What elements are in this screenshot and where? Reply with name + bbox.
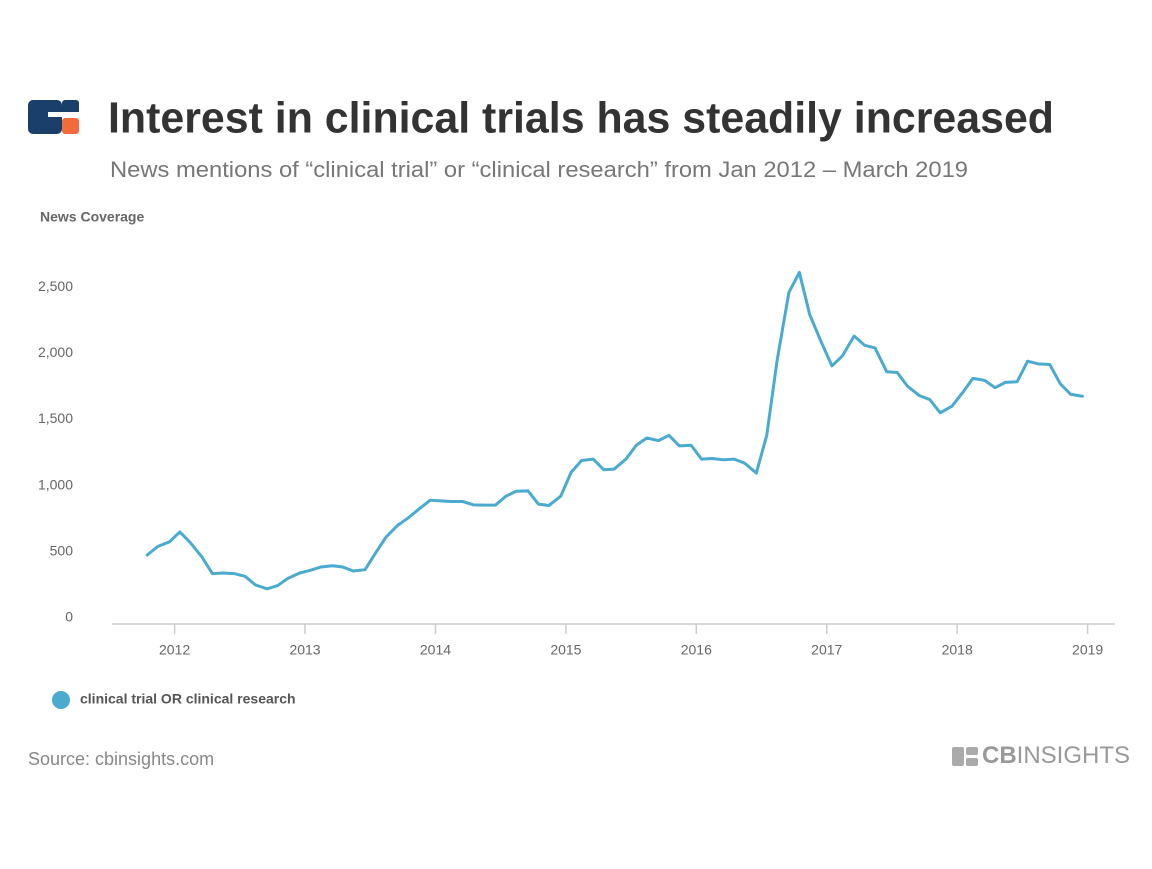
legend-label: clinical trial OR clinical research: [80, 691, 296, 707]
brand-prefix: CB: [982, 742, 1017, 769]
chart-title: Interest in clinical trials has steadily…: [108, 94, 1054, 143]
y-tick-label: 2,000: [38, 344, 73, 360]
y-tick-label: 500: [50, 543, 74, 559]
y-axis-title: News Coverage: [40, 209, 144, 225]
y-tick-label: 2,500: [38, 278, 73, 294]
y-tick-label: 0: [65, 609, 73, 625]
x-tick-label: 2012: [159, 642, 190, 658]
x-tick-label: 2018: [942, 642, 973, 658]
x-tick-label: 2017: [811, 642, 842, 658]
x-tick-label: 2019: [1072, 642, 1103, 658]
y-tick-label: 1,500: [38, 410, 73, 426]
x-tick-label: 2013: [289, 642, 320, 658]
plot-area: 0 500 1,000 1,500 2,000 2,500 2012 2013 2014 2015…: [38, 271, 1115, 658]
brand-logo-text: CBINSIGHTS: [982, 742, 1130, 769]
chart-subtitle: News mentions of “clinical trial” or “cl…: [110, 157, 968, 182]
x-tick-label: 2015: [550, 642, 581, 658]
brand-name: INSIGHTS: [1017, 742, 1130, 769]
x-tick-label: 2016: [681, 642, 712, 658]
source: Source: cbinsights.com: [28, 749, 214, 769]
legend-swatch: [52, 691, 70, 709]
logo-icon: [28, 100, 79, 134]
y-tick-label: 1,000: [38, 476, 73, 492]
x-tick-label: 2014: [420, 642, 451, 658]
data-line: [145, 271, 1084, 591]
brand-logo: CBINSIGHTS: [952, 742, 1130, 769]
